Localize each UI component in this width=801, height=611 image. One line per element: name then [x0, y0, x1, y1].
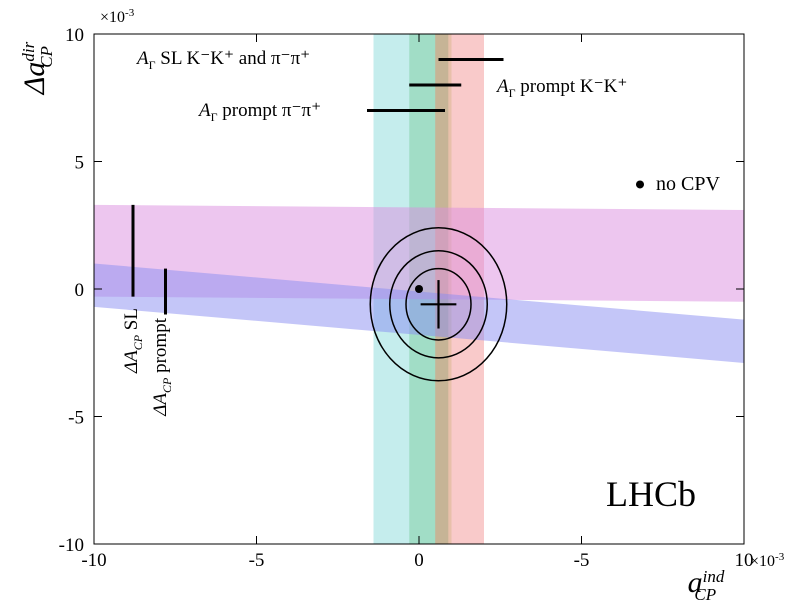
- agamma-prompt-pipi-label: AΓ prompt π⁻π⁺: [197, 100, 321, 124]
- contour-3-sigma: [369, 227, 508, 382]
- y-tick-label-2: 0: [75, 280, 85, 301]
- y-axis-multiplier: ×10-3: [100, 7, 135, 26]
- y-tick-label-4: 10: [65, 25, 84, 46]
- experiment-label: LHCb: [606, 474, 696, 514]
- contour-1-sigma: [405, 267, 472, 341]
- x-tick-label-3: -5: [574, 550, 590, 571]
- agamma-prompt-kk-label: AΓ prompt K⁻K⁺: [495, 76, 627, 100]
- sloped-band-1: [94, 263, 744, 363]
- agamma-sl-label: AΓ SL K⁻K⁺ and π⁻π⁺: [135, 48, 310, 72]
- no-cpv-point: [415, 285, 423, 293]
- y-tick-label-1: -5: [68, 408, 84, 429]
- dacp-prompt-label: ΔACP prompt: [150, 317, 174, 416]
- marks-layer: [131, 58, 644, 382]
- no-cpv-legend-marker: [636, 180, 644, 189]
- x-tick-label-0: -10: [81, 550, 106, 571]
- dacp-prompt-label-group: ΔACP prompt: [150, 317, 174, 416]
- dacp-sl-label: ΔACP SL: [121, 308, 145, 374]
- contour-2-sigma: [389, 249, 488, 359]
- x-axis-multiplier: ×10-3: [750, 551, 785, 570]
- x-axis-title: aind CP: [688, 566, 725, 604]
- y-axis-title: ΔadirCP: [18, 41, 56, 95]
- x-tick-label-1: -5: [249, 550, 265, 571]
- no-cpv-label: no CPV: [656, 173, 720, 195]
- ticks-layer: [93, 33, 745, 545]
- sloped-band-0: [94, 204, 744, 302]
- y-tick-label-0: -10: [59, 535, 84, 556]
- y-axis-title-group: ΔadirCP: [18, 41, 56, 95]
- dacp-sl-label-group: ΔACP SL: [121, 308, 145, 374]
- x-tick-label-4: 10: [735, 550, 754, 571]
- y-tick-label-3: 5: [75, 153, 85, 174]
- x-tick-label-2: 0: [414, 550, 424, 571]
- bands-layer: [94, 34, 744, 544]
